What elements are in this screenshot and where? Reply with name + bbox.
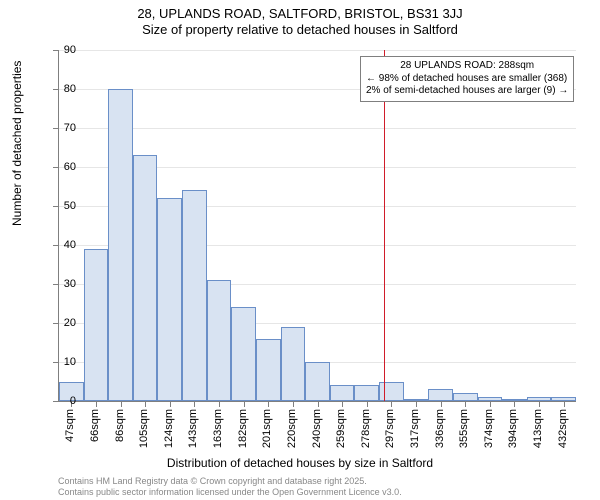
histogram-bar bbox=[231, 307, 256, 401]
annotation-line2: ← 98% of detached houses are smaller (36… bbox=[366, 73, 568, 86]
histogram-bar bbox=[108, 89, 133, 401]
x-tick bbox=[268, 402, 269, 407]
histogram-bar bbox=[404, 399, 429, 401]
chart-title-line2: Size of property relative to detached ho… bbox=[0, 22, 600, 37]
x-tick bbox=[219, 402, 220, 407]
histogram-bar bbox=[256, 339, 281, 401]
x-tick-label: 394sqm bbox=[507, 409, 519, 448]
histogram-bar bbox=[527, 397, 552, 401]
x-tick bbox=[145, 402, 146, 407]
x-tick bbox=[244, 402, 245, 407]
property-size-histogram: 28, UPLANDS ROAD, SALTFORD, BRISTOL, BS3… bbox=[0, 0, 600, 500]
chart-title-block: 28, UPLANDS ROAD, SALTFORD, BRISTOL, BS3… bbox=[0, 6, 600, 37]
x-tick-label: 297sqm bbox=[384, 409, 396, 448]
x-tick bbox=[121, 402, 122, 407]
y-axis-title: Number of detached properties bbox=[10, 61, 24, 226]
x-tick bbox=[96, 402, 97, 407]
x-tick bbox=[441, 402, 442, 407]
gridline-horizontal bbox=[59, 128, 576, 129]
x-tick-label: 413sqm bbox=[532, 409, 544, 448]
x-tick-label: 240sqm bbox=[311, 409, 323, 448]
x-tick bbox=[391, 402, 392, 407]
x-tick-label: 355sqm bbox=[458, 409, 470, 448]
chart-title-line1: 28, UPLANDS ROAD, SALTFORD, BRISTOL, BS3… bbox=[0, 6, 600, 21]
x-tick bbox=[539, 402, 540, 407]
histogram-bar bbox=[453, 393, 478, 401]
y-tick-label: 40 bbox=[46, 239, 76, 251]
histogram-bar bbox=[330, 385, 355, 401]
histogram-bar bbox=[428, 389, 453, 401]
footer-licence: Contains public sector information licen… bbox=[58, 487, 402, 497]
y-tick-label: 50 bbox=[46, 200, 76, 212]
y-tick-label: 80 bbox=[46, 83, 76, 95]
histogram-bar bbox=[207, 280, 232, 401]
histogram-bar bbox=[182, 190, 207, 401]
x-tick bbox=[367, 402, 368, 407]
y-tick-label: 20 bbox=[46, 317, 76, 329]
x-tick-label: 182sqm bbox=[237, 409, 249, 448]
x-tick bbox=[293, 402, 294, 407]
x-tick bbox=[465, 402, 466, 407]
x-tick bbox=[416, 402, 417, 407]
x-tick-label: 259sqm bbox=[335, 409, 347, 448]
plot-area: 28 UPLANDS ROAD: 288sqm← 98% of detached… bbox=[58, 50, 576, 402]
x-tick-label: 336sqm bbox=[434, 409, 446, 448]
x-tick bbox=[170, 402, 171, 407]
x-tick bbox=[342, 402, 343, 407]
histogram-bar bbox=[133, 155, 158, 401]
histogram-bar bbox=[379, 382, 404, 402]
x-tick-label: 143sqm bbox=[187, 409, 199, 448]
x-tick-label: 278sqm bbox=[360, 409, 372, 448]
histogram-bar bbox=[354, 385, 379, 401]
x-tick-label: 163sqm bbox=[212, 409, 224, 448]
y-tick-label: 10 bbox=[46, 356, 76, 368]
y-tick-label: 60 bbox=[46, 161, 76, 173]
y-tick-label: 30 bbox=[46, 278, 76, 290]
x-tick-label: 201sqm bbox=[261, 409, 273, 448]
annotation-line3: 2% of semi-detached houses are larger (9… bbox=[366, 85, 568, 98]
x-tick bbox=[514, 402, 515, 407]
x-tick bbox=[194, 402, 195, 407]
x-tick-label: 432sqm bbox=[557, 409, 569, 448]
x-tick-label: 374sqm bbox=[483, 409, 495, 448]
x-tick bbox=[318, 402, 319, 407]
y-tick-label: 70 bbox=[46, 122, 76, 134]
footer-copyright: Contains HM Land Registry data © Crown c… bbox=[58, 476, 367, 486]
x-tick-label: 47sqm bbox=[64, 409, 76, 442]
histogram-bar bbox=[478, 397, 503, 401]
y-tick-label: 0 bbox=[46, 395, 76, 407]
x-tick bbox=[490, 402, 491, 407]
y-tick-label: 90 bbox=[46, 44, 76, 56]
x-tick-label: 124sqm bbox=[163, 409, 175, 448]
gridline-horizontal bbox=[59, 50, 576, 51]
histogram-bar bbox=[281, 327, 306, 401]
x-tick-label: 86sqm bbox=[114, 409, 126, 442]
x-tick bbox=[564, 402, 565, 407]
histogram-bar bbox=[551, 397, 576, 401]
annotation-box: 28 UPLANDS ROAD: 288sqm← 98% of detached… bbox=[360, 56, 574, 102]
x-tick-label: 66sqm bbox=[89, 409, 101, 442]
x-tick-label: 220sqm bbox=[286, 409, 298, 448]
x-tick-label: 105sqm bbox=[138, 409, 150, 448]
annotation-line1: 28 UPLANDS ROAD: 288sqm bbox=[366, 60, 568, 73]
x-axis-title: Distribution of detached houses by size … bbox=[0, 456, 600, 470]
histogram-bar bbox=[157, 198, 182, 401]
histogram-bar bbox=[305, 362, 330, 401]
histogram-bar bbox=[502, 399, 527, 401]
histogram-bar bbox=[84, 249, 109, 401]
property-marker-line bbox=[384, 50, 385, 401]
x-tick-label: 317sqm bbox=[409, 409, 421, 448]
